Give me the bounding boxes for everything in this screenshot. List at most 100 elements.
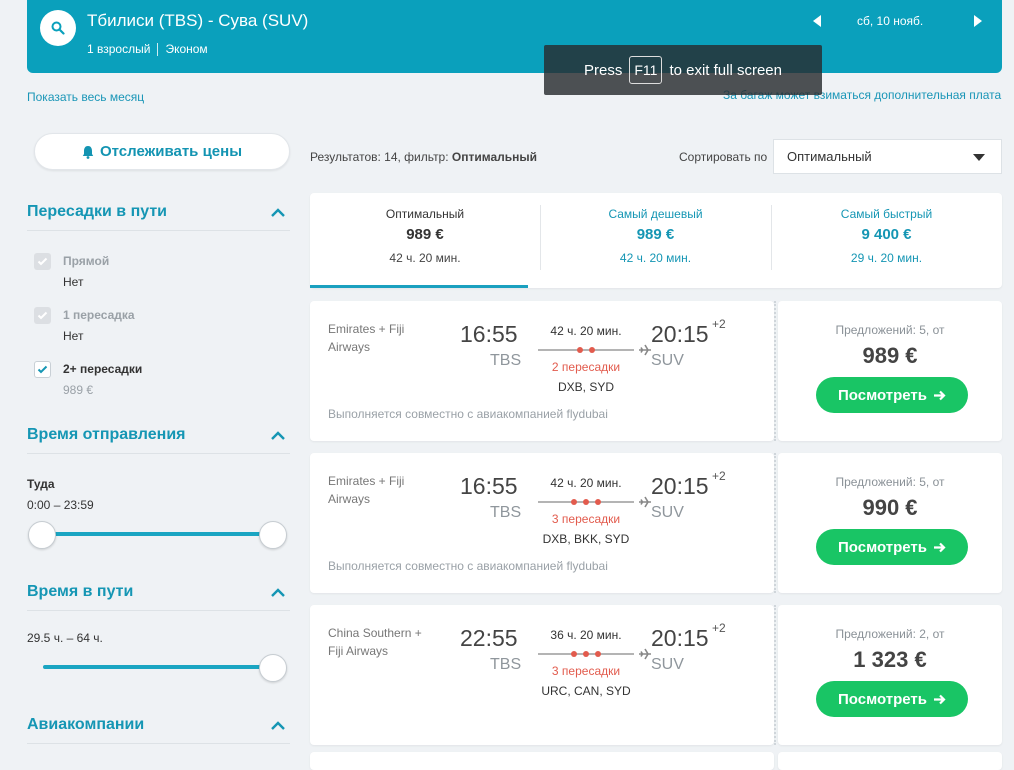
search-header: Тбилиси (TBS) - Сува (SUV) 1 взрослый Эк… (27, 0, 1002, 73)
flight-details[interactable]: Emirates + Fiji Airways 16:55 TBS 42 ч. … (310, 301, 774, 441)
flight-price: 1 323 € (853, 647, 927, 672)
arrival-day-offset: +2 (712, 469, 726, 483)
departure-slider-max-handle[interactable] (259, 521, 287, 549)
arrival-time: 20:15 (651, 473, 709, 499)
flight-details[interactable]: China Southern + Fiji Airways 22:55 TBS … (310, 605, 774, 745)
stops-count: 3 пересадки (551, 664, 621, 678)
divider (27, 610, 290, 611)
stops-filter-title[interactable]: Пересадки в пути (27, 203, 168, 220)
stops-two-plus-checkbox[interactable] (34, 361, 51, 378)
arrow-right-icon (934, 390, 946, 400)
results-count: Результатов: 14, фильтр: Оптимальный (310, 150, 537, 164)
caret-down-icon (973, 154, 985, 161)
view-offer-label: Посмотреть (838, 386, 927, 404)
codeshare-note: Выполняется совместно с авиакомпанией fl… (328, 407, 608, 421)
chevron-up-icon[interactable] (270, 588, 286, 598)
sort-select[interactable]: Оптимальный (773, 139, 1002, 174)
route-line-icon (538, 496, 651, 508)
tab-cheapest-price: 989 € (636, 226, 675, 243)
stopover-airports: DXB, BKK, SYD (542, 532, 630, 546)
duration-slider-track[interactable] (43, 665, 274, 669)
divider (27, 743, 290, 744)
prev-date-icon[interactable] (810, 13, 824, 29)
view-offer-button[interactable]: Посмотреть (816, 377, 968, 413)
date-label[interactable]: сб, 10 нояб. (857, 14, 924, 28)
search-params[interactable]: 1 взрослый Эконом (87, 42, 208, 56)
stops-two-plus-label: 2+ пересадки (63, 362, 143, 376)
bell-icon (82, 145, 94, 159)
sort-value: Оптимальный (787, 149, 872, 164)
search-button[interactable] (40, 10, 76, 46)
departure-direction-label: Туда (27, 477, 55, 491)
sort-label: Сортировать по (679, 150, 768, 164)
flight-price: 990 € (862, 495, 918, 520)
stops-count: 2 пересадки (551, 360, 621, 374)
search-icon (51, 21, 65, 35)
flight-duration: 36 ч. 20 мин. (550, 628, 622, 642)
route-line-icon (538, 648, 651, 660)
arrival-airport: SUV (651, 656, 684, 673)
chevron-up-icon[interactable] (270, 208, 286, 218)
chevron-up-icon[interactable] (270, 431, 286, 441)
stops-direct-value: Нет (63, 275, 84, 289)
route-title[interactable]: Тбилиси (TBS) - Сува (SUV) (87, 11, 309, 30)
active-tab-indicator (310, 285, 528, 288)
flight-details[interactable] (310, 752, 774, 770)
ticket-perforation (774, 453, 778, 593)
stops-one-checkbox[interactable] (34, 307, 51, 324)
tab-cheapest-duration: 42 ч. 20 мин. (619, 251, 692, 265)
view-offer-label: Посмотреть (838, 690, 927, 708)
arrival-time: 20:15 (651, 321, 709, 347)
price-panel: Предложений: 2, от 1 323 € Посмотреть (778, 605, 1002, 745)
show-month-link[interactable]: Показать весь месяц (27, 90, 145, 104)
flight-duration: 42 ч. 20 мин. (550, 324, 622, 338)
flight-card: Emirates + Fiji Airways 16:55 TBS 42 ч. … (310, 301, 1002, 441)
tab-optimal-label: Оптимальный (385, 207, 465, 221)
stops-one-label: 1 пересадка (63, 308, 135, 322)
price-panel: Предложений: 5, от 989 € Посмотреть (778, 301, 1002, 441)
tab-optimal[interactable]: Оптимальный 989 € 42 ч. 20 мин. (310, 193, 540, 288)
divider (27, 453, 290, 454)
passengers-label: 1 взрослый (87, 42, 151, 56)
stopover-airports: URC, CAN, SYD (541, 684, 631, 698)
airlines-filter-title[interactable]: Авиакомпании (27, 716, 145, 733)
duration-filter-title[interactable]: Время в пути (27, 583, 134, 600)
arrival-day-offset: +2 (712, 621, 726, 635)
arrival-airport: SUV (651, 504, 684, 521)
tab-cheapest[interactable]: Самый дешевый 989 € 42 ч. 20 мин. (540, 193, 771, 288)
fullscreen-hint: Press F11 to exit full screen (544, 45, 822, 95)
view-offer-button[interactable]: Посмотреть (816, 529, 968, 565)
arrival-day-offset: +2 (712, 317, 726, 331)
duration-slider-max-handle[interactable] (259, 654, 287, 682)
price-panel (778, 752, 1002, 770)
check-icon (37, 257, 48, 266)
tab-fastest-price: 9 400 € (861, 226, 912, 243)
tab-fastest[interactable]: Самый быстрый 9 400 € 29 ч. 20 мин. (771, 193, 1002, 288)
ticket-perforation (774, 605, 778, 745)
chevron-up-icon[interactable] (270, 721, 286, 731)
fullscreen-hint-press: Press (584, 61, 623, 79)
airline-name: Emirates + Fiji Airways (328, 322, 405, 354)
arrow-right-icon (934, 694, 946, 704)
results-filter-name: Оптимальный (451, 150, 538, 164)
flight-price: 989 € (862, 343, 918, 368)
divider (157, 42, 159, 56)
duration-range-value: 29.5 ч. – 64 ч. (27, 631, 103, 645)
track-prices-button[interactable]: Отслеживать цены (34, 133, 290, 170)
flight-details[interactable]: Emirates + Fiji Airways 16:55 TBS 42 ч. … (310, 453, 774, 593)
departure-airport: TBS (490, 504, 522, 521)
airline-name: China Southern + Fiji Airways (328, 626, 422, 658)
stopover-airports: DXB, SYD (557, 380, 614, 394)
departure-airport: TBS (490, 656, 522, 673)
arrival-airport: SUV (651, 352, 684, 369)
next-date-icon[interactable] (971, 13, 985, 29)
stops-count: 3 пересадки (551, 512, 621, 526)
view-offer-button[interactable]: Посмотреть (816, 681, 968, 717)
stops-two-plus-value: 989 € (63, 383, 94, 397)
departure-slider-track[interactable] (43, 532, 274, 536)
codeshare-note: Выполняется совместно с авиакомпанией fl… (328, 559, 608, 573)
check-icon (37, 365, 48, 374)
departure-slider-min-handle[interactable] (28, 521, 56, 549)
departure-filter-title[interactable]: Время отправления (27, 426, 186, 443)
stops-direct-checkbox[interactable] (34, 253, 51, 270)
